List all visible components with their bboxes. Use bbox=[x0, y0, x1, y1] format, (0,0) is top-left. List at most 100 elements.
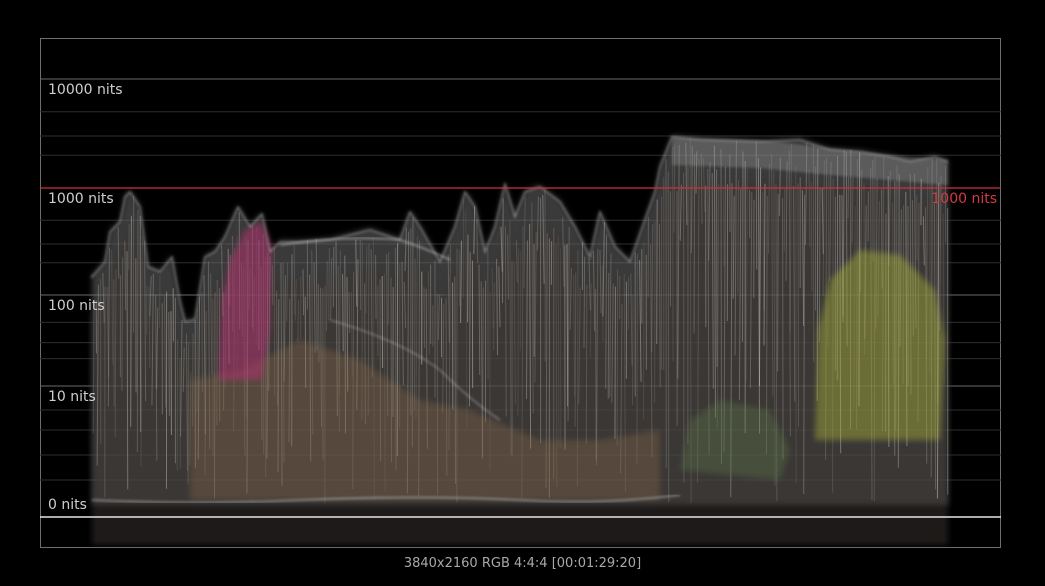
trace-strand bbox=[96, 284, 99, 466]
trace-warm-region bbox=[190, 340, 660, 500]
level-label-10-nits: 10 nits bbox=[48, 389, 96, 405]
trace-strand bbox=[106, 287, 110, 378]
trace-strand bbox=[595, 289, 597, 461]
trace-strand bbox=[713, 145, 717, 418]
level-label-10000-nits: 10000 nits bbox=[48, 82, 123, 98]
trace-strand bbox=[126, 251, 129, 490]
trace-strand bbox=[592, 250, 596, 332]
trace-strand bbox=[509, 220, 512, 455]
trace-strand bbox=[342, 274, 344, 352]
trace-strand bbox=[182, 347, 185, 392]
trace-strand bbox=[829, 161, 832, 282]
trace-strand bbox=[639, 260, 642, 382]
trace-strand bbox=[476, 219, 479, 264]
trace-strand bbox=[605, 234, 608, 389]
trace-strand bbox=[529, 223, 532, 449]
trace-strand bbox=[404, 227, 407, 272]
trace-strand bbox=[493, 282, 495, 351]
trace-strand bbox=[501, 198, 504, 304]
trace-strand bbox=[111, 249, 114, 365]
trace-strand bbox=[515, 240, 518, 283]
trace-strand bbox=[601, 265, 604, 342]
trace-curve bbox=[279, 237, 451, 261]
trace-strand bbox=[403, 282, 407, 329]
trace-strand bbox=[294, 279, 297, 321]
trace-strand bbox=[504, 226, 507, 417]
trace-strand bbox=[745, 168, 748, 383]
trace-strand bbox=[102, 273, 105, 323]
trace-magenta-region bbox=[218, 222, 272, 380]
trace-strand bbox=[179, 358, 181, 469]
trace-strand bbox=[507, 234, 509, 300]
trace-strand bbox=[442, 303, 445, 414]
waveform-trace bbox=[91, 135, 949, 545]
trace-strand bbox=[534, 232, 537, 383]
trace-strand bbox=[491, 267, 494, 329]
trace-strand bbox=[574, 272, 577, 427]
trace-strand bbox=[749, 192, 753, 389]
trace-strand bbox=[325, 260, 328, 332]
trace-strand bbox=[768, 163, 770, 254]
trace-strand bbox=[136, 209, 139, 453]
trace-strand bbox=[822, 160, 825, 297]
trace-strand bbox=[498, 266, 501, 328]
trace-strand bbox=[847, 176, 850, 219]
level-label-1000-nits: 1000 nits bbox=[48, 191, 114, 207]
trace-strand bbox=[801, 190, 805, 326]
trace-strand bbox=[460, 240, 462, 323]
trace-strand bbox=[401, 261, 404, 386]
trace-strand bbox=[734, 141, 737, 356]
trace-strand bbox=[679, 184, 682, 241]
trace-strand bbox=[413, 258, 416, 411]
trace-strand bbox=[271, 264, 274, 305]
trace-strand bbox=[651, 224, 654, 353]
trace-strand bbox=[567, 226, 570, 422]
trace-strand bbox=[185, 333, 189, 471]
trace-strand bbox=[114, 269, 117, 438]
trace-strand bbox=[286, 262, 289, 322]
trace-strand bbox=[168, 312, 170, 416]
trace-strand bbox=[789, 143, 792, 332]
trace-strand bbox=[531, 202, 534, 414]
trace-strand bbox=[201, 291, 203, 392]
scope-frame bbox=[40, 38, 1001, 548]
trace-strand bbox=[583, 256, 586, 349]
trace-strand bbox=[771, 153, 774, 397]
trace-strand bbox=[711, 172, 714, 389]
trace-strand bbox=[607, 272, 610, 399]
trace-strand bbox=[121, 257, 124, 391]
trace-strand bbox=[313, 262, 316, 353]
trace-strand bbox=[332, 246, 335, 308]
trace-strand bbox=[609, 253, 612, 397]
trace-strand bbox=[158, 274, 161, 328]
trace-strand bbox=[293, 245, 296, 315]
trace-strand bbox=[821, 187, 824, 254]
trace-strand bbox=[180, 320, 183, 437]
trace-strand bbox=[144, 240, 147, 402]
trace-strand bbox=[757, 158, 761, 434]
trace-strand bbox=[631, 295, 634, 406]
trace-strand bbox=[387, 251, 390, 326]
trace-strand bbox=[808, 169, 811, 247]
trace-highlight-band bbox=[672, 137, 948, 185]
trace-strand bbox=[500, 226, 503, 272]
status-info: 3840x2160 RGB 4:4:4 [00:01:29:20] bbox=[403, 556, 642, 571]
trace-floor-curve bbox=[91, 494, 681, 504]
trace-strand bbox=[562, 217, 565, 287]
trace-strand bbox=[437, 294, 440, 340]
trace-strand bbox=[708, 162, 711, 261]
trace-strand bbox=[473, 206, 476, 255]
trace-strand bbox=[716, 184, 720, 429]
trace-strand bbox=[117, 227, 120, 279]
trace-strand bbox=[149, 276, 152, 317]
trace-curve bbox=[329, 319, 501, 421]
trace-strand bbox=[328, 248, 330, 321]
trace-strand bbox=[359, 240, 362, 311]
trace-strand bbox=[939, 176, 942, 331]
trace-strand bbox=[566, 244, 569, 407]
trace-strand bbox=[163, 296, 167, 408]
trace-strand bbox=[611, 283, 614, 403]
trace-strand bbox=[542, 195, 545, 284]
